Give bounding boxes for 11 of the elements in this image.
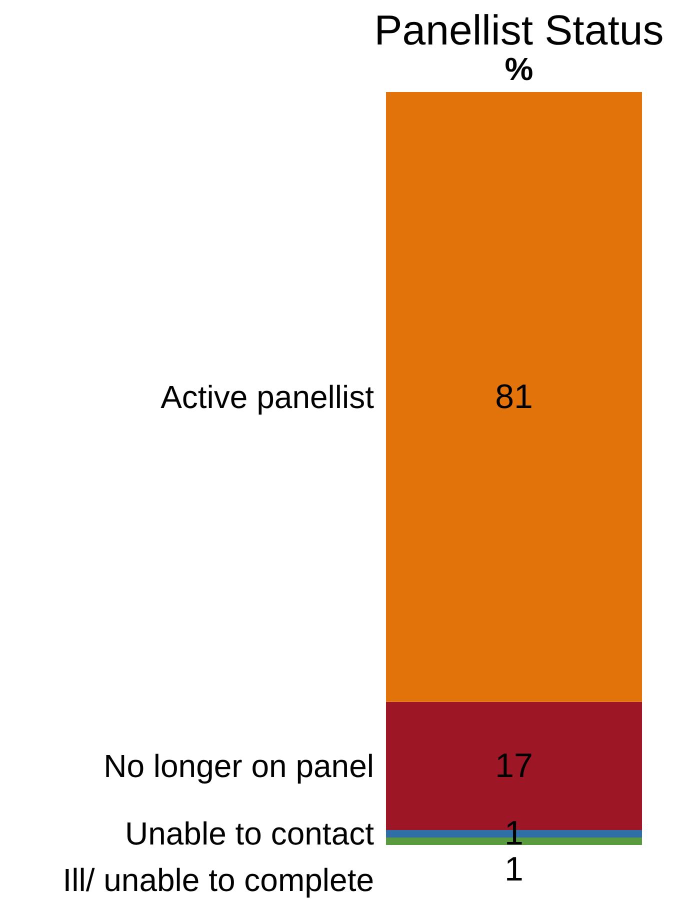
chart-title: Panellist Status (374, 6, 664, 54)
series-label: Unable to contact (124, 816, 374, 852)
series-label: Ill/ unable to complete (62, 862, 374, 898)
bar (386, 92, 642, 702)
data-label: 1 (504, 850, 524, 889)
data-label: 81 (495, 378, 533, 416)
chart-subtitle: % (504, 51, 534, 87)
series-label: Active panellist (160, 378, 374, 415)
series-label: No longer on panel (104, 748, 374, 784)
data-label: 1 (504, 814, 524, 853)
data-label: 17 (495, 746, 533, 785)
